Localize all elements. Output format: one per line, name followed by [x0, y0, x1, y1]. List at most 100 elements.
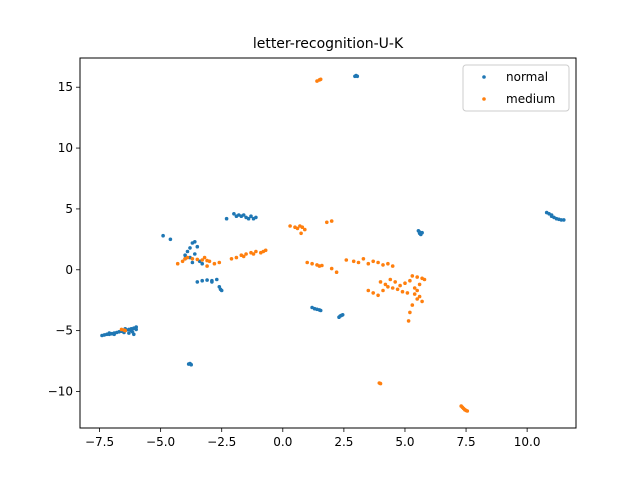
point-normal-57: [246, 216, 251, 221]
point-medium-20: [254, 249, 258, 254]
point-medium-75: [422, 277, 427, 282]
point-medium-85: [412, 286, 417, 290]
point-medium-87: [378, 381, 383, 386]
point-medium-67: [386, 285, 390, 289]
point-normal-49: [219, 288, 224, 293]
point-medium-45: [334, 270, 339, 275]
point-medium-82: [410, 303, 415, 307]
point-normal-34: [183, 253, 187, 257]
point-medium-38: [318, 77, 323, 82]
point-normal-33: [185, 249, 190, 254]
point-medium-34: [325, 220, 329, 225]
point-medium-6: [185, 255, 190, 260]
point-medium-72: [410, 274, 415, 278]
point-normal-84: [559, 218, 564, 222]
point-normal-45: [215, 277, 219, 282]
point-medium-4: [180, 259, 185, 264]
point-medium-54: [386, 261, 390, 266]
point-medium-26: [251, 252, 256, 256]
point-medium-48: [356, 260, 361, 265]
point-medium-70: [371, 291, 376, 295]
point-medium-64: [395, 287, 400, 292]
x-tick-label: −7.5: [85, 435, 114, 449]
point-normal-55: [241, 213, 246, 217]
point-normal-29: [188, 246, 192, 250]
legend-marker-medium: [482, 97, 486, 101]
point-medium-68: [381, 288, 385, 293]
point-medium-76: [417, 282, 422, 287]
point-normal-38: [200, 261, 204, 266]
point-medium-25: [229, 257, 234, 261]
point-normal-69: [340, 313, 345, 317]
point-medium-78: [412, 292, 417, 296]
point-medium-63: [390, 286, 395, 290]
point-medium-83: [408, 310, 412, 315]
point-normal-58: [249, 214, 253, 218]
point-medium-32: [303, 227, 307, 232]
point-medium-58: [388, 277, 393, 282]
point-medium-81: [420, 299, 424, 304]
point-medium-11: [207, 259, 212, 264]
point-medium-51: [371, 259, 376, 264]
chart-title: letter-recognition-U-K: [253, 36, 404, 52]
point-medium-9: [200, 258, 204, 262]
y-tick-label: 5: [65, 202, 73, 216]
point-medium-8: [195, 257, 200, 262]
point-normal-41: [195, 280, 200, 284]
y-axis: −10 −5 0 5 10 15: [48, 80, 80, 398]
x-tick-label: −2.5: [207, 435, 236, 449]
point-medium-2: [123, 328, 127, 333]
point-normal-20: [107, 331, 112, 335]
point-medium-13: [212, 261, 217, 266]
y-tick-label: 0: [65, 263, 73, 277]
point-medium-27: [288, 224, 292, 228]
legend: normal medium: [462, 64, 570, 112]
point-medium-66: [405, 291, 410, 295]
point-normal-22: [130, 330, 135, 334]
point-medium-73: [415, 275, 420, 279]
legend-box: [462, 64, 570, 112]
point-medium-79: [415, 297, 420, 301]
point-medium-15: [205, 264, 209, 268]
y-tick-label: −10: [48, 384, 73, 398]
point-medium-23: [263, 248, 268, 253]
point-normal-19: [112, 332, 116, 337]
point-medium-53: [381, 263, 385, 267]
point-normal-31: [193, 240, 197, 244]
point-medium-16: [234, 255, 239, 260]
point-medium-29: [295, 226, 300, 231]
point-normal-39: [190, 260, 195, 265]
point-medium-56: [378, 280, 383, 284]
plot-frame: [79, 57, 577, 429]
point-normal-21: [134, 327, 138, 332]
point-medium-44: [329, 266, 334, 271]
x-tick-label: 0.0: [273, 435, 292, 449]
point-normal-86: [549, 214, 554, 218]
point-normal-51: [232, 212, 236, 216]
point-medium-71: [366, 288, 371, 293]
legend-label-normal: normal: [506, 70, 548, 84]
point-normal-65: [318, 308, 323, 313]
y-tick-label: 10: [58, 141, 73, 155]
x-tick-label: 7.5: [457, 435, 476, 449]
y-tick-label: 15: [58, 80, 73, 94]
y-tick-label: −5: [55, 324, 73, 338]
point-medium-65: [400, 289, 405, 294]
x-tick-label: 10.0: [514, 435, 541, 449]
x-axis: −7.5 −5.0 −2.5 0.0 2.5 5.0 7.5 10.0: [85, 428, 541, 449]
point-normal-27: [161, 233, 165, 238]
point-normal-32: [195, 244, 200, 249]
point-medium-84: [406, 319, 411, 323]
point-normal-17: [127, 331, 131, 335]
point-medium-39: [305, 260, 310, 265]
point-normal-28: [168, 237, 173, 242]
point-medium-24: [241, 254, 246, 259]
point-medium-47: [351, 259, 356, 264]
x-tick-label: 5.0: [395, 435, 414, 449]
point-normal-85: [562, 218, 566, 222]
point-normal-46: [210, 280, 214, 284]
point-medium-59: [393, 280, 398, 284]
point-medium-50: [366, 261, 371, 266]
point-medium-69: [376, 293, 380, 298]
